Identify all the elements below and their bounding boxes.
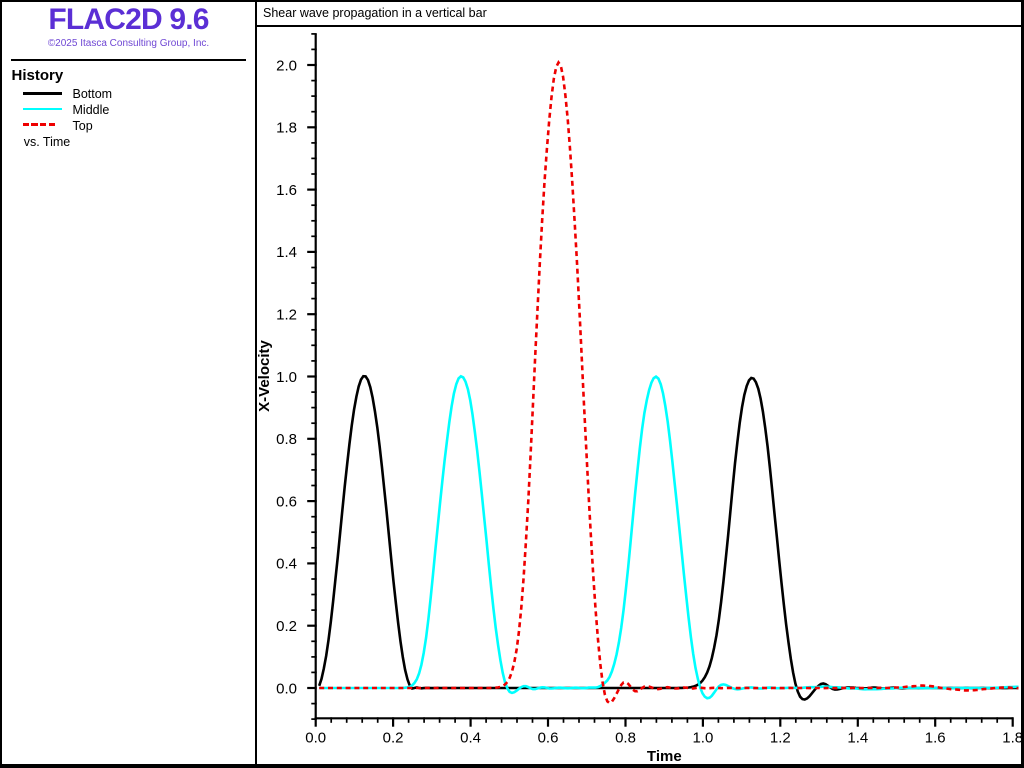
svg-text:1.0: 1.0 xyxy=(276,369,297,386)
svg-text:1.2: 1.2 xyxy=(770,730,791,747)
svg-text:0.4: 0.4 xyxy=(276,556,297,573)
svg-text:0.4: 0.4 xyxy=(460,730,481,747)
svg-text:X-Velocity: X-Velocity xyxy=(256,339,273,411)
svg-text:2.0: 2.0 xyxy=(276,57,297,74)
svg-text:1.0: 1.0 xyxy=(692,730,713,747)
svg-text:0.2: 0.2 xyxy=(276,618,297,635)
svg-text:Time: Time xyxy=(647,748,682,765)
svg-text:0.8: 0.8 xyxy=(276,431,297,448)
svg-text:1.6: 1.6 xyxy=(276,182,297,199)
svg-text:0.6: 0.6 xyxy=(276,493,297,510)
svg-text:1.8: 1.8 xyxy=(276,120,297,137)
svg-text:0.0: 0.0 xyxy=(276,680,297,697)
svg-text:0.0: 0.0 xyxy=(305,730,326,747)
svg-text:0.8: 0.8 xyxy=(615,730,636,747)
svg-text:1.4: 1.4 xyxy=(276,244,297,261)
svg-text:1.2: 1.2 xyxy=(276,307,297,324)
svg-text:0.2: 0.2 xyxy=(383,730,404,747)
svg-text:1.6: 1.6 xyxy=(925,730,946,747)
svg-text:1.8: 1.8 xyxy=(1002,730,1023,747)
svg-text:0.6: 0.6 xyxy=(538,730,559,747)
svg-text:1.4: 1.4 xyxy=(847,730,868,747)
